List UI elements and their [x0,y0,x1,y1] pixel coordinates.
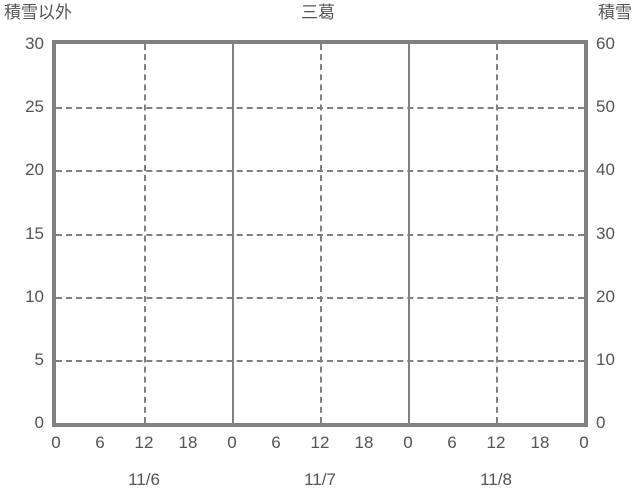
right-axis-tick-label: 0 [596,413,606,432]
x-axis-hour-label: 6 [271,433,281,452]
right-axis-tick-label: 30 [596,223,615,243]
right-axis-tick-label: 40 [596,160,615,180]
left-axis-tick-label: 30 [25,34,44,53]
x-axis-hour-label: 12 [134,433,154,452]
x-axis-hour-label: 6 [447,433,457,452]
x-axis-hour-label: 0 [403,433,413,452]
left-axis-tick-label: 0 [34,413,44,432]
left-axis-tick-label: 5 [34,349,44,369]
x-axis-hour-label: 0 [227,433,237,452]
x-axis-hour-label: 12 [486,433,506,452]
plot-area [52,40,588,427]
vertical-gridline-midday [320,44,322,423]
right-axis-tick-label: 50 [596,97,615,117]
chart-title: 三葛 [301,3,335,22]
x-axis-day-label: 11/7 [304,470,336,489]
right-axis-tick-label: 60 [596,34,615,53]
right-axis-title: 積雪 [598,3,632,22]
x-axis-day-label: 11/6 [128,470,160,489]
plot-gridlines [56,44,584,423]
right-axis-tick-label: 10 [596,349,615,369]
vertical-gridline-midday [496,44,498,423]
x-axis-hour-label: 0 [51,433,61,452]
left-axis-tick-label: 10 [25,286,44,306]
left-axis-title: 積雪以外 [4,3,72,22]
x-axis-hour-label: 18 [530,433,550,452]
x-axis-hour-label: 6 [95,433,105,452]
left-axis-tick-label: 20 [25,160,44,180]
vertical-gridline-day-boundary [408,44,410,423]
x-axis-hour-label: 12 [310,433,330,452]
vertical-gridline-midday [144,44,146,423]
left-axis-tick-label: 15 [25,223,44,243]
x-axis-hour-label: 0 [579,433,589,452]
right-axis-tick-label: 20 [596,286,615,306]
x-axis-hour-label: 18 [354,433,374,452]
x-axis-hour-label: 18 [178,433,198,452]
x-axis-day-label: 11/8 [480,470,512,489]
left-axis-tick-label: 25 [25,97,44,117]
vertical-gridline-day-boundary [232,44,234,423]
